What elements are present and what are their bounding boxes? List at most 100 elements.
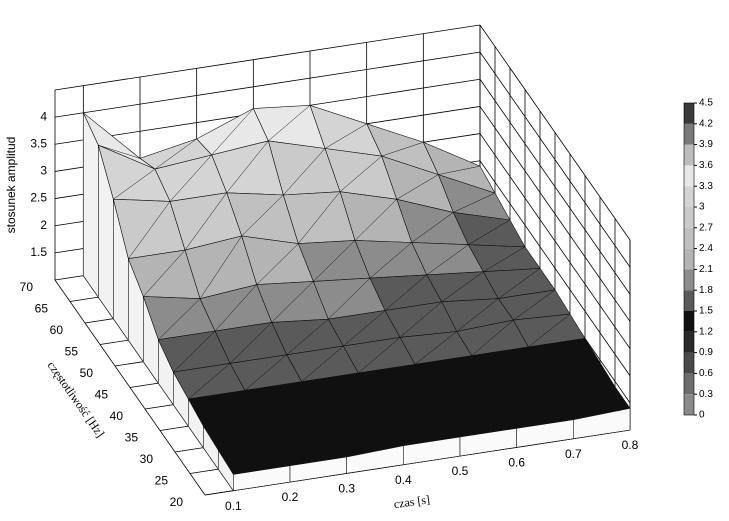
- surface-diagonal: [468, 219, 511, 245]
- colorbar-tick-label: 3: [699, 202, 705, 213]
- surface-diagonal: [396, 174, 439, 200]
- surface-diagonal: [169, 154, 212, 202]
- surface-diagonal: [444, 382, 487, 416]
- colorbar-band: [684, 394, 694, 415]
- y-tick-label: 40: [110, 409, 124, 423]
- box-edge: [479, 24, 631, 241]
- surface-diagonal: [298, 191, 341, 244]
- surface-diagonal: [486, 346, 529, 383]
- z-tick-label: 3: [40, 164, 47, 178]
- surface-diagonal: [528, 313, 571, 348]
- x-tick-label: 0.8: [622, 438, 639, 452]
- surface-diagonal: [241, 194, 284, 237]
- y-tick-label: 25: [155, 474, 169, 488]
- surface-diagonal: [256, 243, 299, 285]
- surface-diagonal: [128, 201, 171, 259]
- surface-diagonal: [373, 364, 416, 401]
- surface-diagonal: [403, 415, 446, 446]
- colorbar-tick-label: 2.7: [699, 222, 713, 233]
- colorbar-tick-label: 0.6: [699, 368, 713, 379]
- surface-wall: [572, 407, 631, 440]
- surface-diagonal: [316, 372, 359, 409]
- colorbar-band: [684, 331, 694, 353]
- y-tick-label: 60: [50, 323, 64, 337]
- surface-diagonal: [218, 417, 261, 451]
- surface-diagonal: [268, 105, 311, 142]
- surface-diagonal: [343, 310, 386, 347]
- surface-diagonal: [229, 322, 272, 364]
- surface-diagonal: [426, 244, 469, 276]
- surface-diagonal: [411, 212, 454, 243]
- surface-diagonal: [324, 123, 367, 149]
- surface-diagonal: [429, 355, 472, 389]
- colorbar-tick-label: 0.3: [699, 389, 713, 400]
- colorbar-tick-label: 0.9: [699, 347, 713, 358]
- surface-wall: [83, 112, 99, 299]
- colorbar-band: [684, 186, 694, 207]
- colorbar-tick-label: 3.6: [699, 160, 713, 171]
- z-tick-label: 4: [40, 109, 47, 123]
- surface-diagonal: [354, 199, 397, 241]
- x-tick-label: 0.2: [282, 490, 299, 504]
- colorbar-tick-label: 4.5: [699, 98, 713, 109]
- surface-diagonal: [414, 331, 457, 365]
- surface-diagonal: [381, 142, 424, 157]
- grid-line: [479, 51, 631, 268]
- surface-diagonal: [154, 138, 197, 170]
- colorbar-band: [684, 352, 694, 374]
- grid-line: [479, 160, 631, 376]
- y-tick-label: 50: [80, 366, 94, 380]
- surface-diagonal: [244, 354, 287, 391]
- surface-diagonal: [143, 249, 186, 297]
- surface-diagonal: [543, 338, 586, 372]
- surface-diagonal: [214, 284, 257, 332]
- surface-diagonal: [233, 444, 276, 475]
- x-tick-label: 0.6: [508, 456, 525, 470]
- z-tick-label: 3.5: [30, 136, 47, 150]
- surface-diagonal: [358, 337, 401, 374]
- box-edge: [54, 24, 481, 91]
- surface-diagonal: [274, 408, 317, 445]
- surface-diagonal: [573, 386, 616, 420]
- grid-line: [54, 51, 481, 118]
- x-tick-label: 0.4: [395, 473, 412, 487]
- surface-diagonal: [328, 277, 371, 320]
- surface-diagonal: [331, 399, 374, 436]
- surface-diagonal: [441, 271, 484, 303]
- surface-diagonal: [471, 319, 514, 356]
- y-tick-label: 30: [140, 452, 154, 466]
- surface-diagonal: [259, 381, 302, 418]
- colorbar-tick-label: 1.2: [699, 326, 713, 337]
- colorbar-tick-label: 3.3: [699, 181, 713, 192]
- surface-diagonal: [346, 423, 389, 458]
- surface-diagonal: [501, 371, 544, 405]
- surface-diagonal: [384, 274, 427, 311]
- surface-diagonal: [286, 318, 329, 355]
- box-edge: [54, 279, 206, 496]
- surface-diagonal: [173, 330, 216, 373]
- colorbar-tick-label: 2.1: [699, 264, 713, 275]
- surface-diagonal: [211, 108, 254, 156]
- colorbar-tick-label: 0: [699, 410, 705, 421]
- surface-diagonal: [271, 281, 314, 323]
- surface-diagonal: [226, 140, 269, 193]
- surface-diagonal: [459, 403, 502, 438]
- surface-diagonal: [339, 155, 382, 192]
- x-tick-label: 0.1: [225, 499, 242, 513]
- colorbar-band: [684, 311, 694, 332]
- colorbar-band: [684, 373, 694, 395]
- y-tick-label: 20: [170, 495, 184, 509]
- surface-diagonal: [369, 242, 412, 279]
- surface-diagonal: [158, 298, 201, 340]
- surface-diagonal: [498, 268, 541, 299]
- colorbar-frame: [683, 102, 695, 416]
- z-tick-label: 2.5: [30, 191, 47, 205]
- surface-diagonal: [438, 165, 481, 175]
- x-axis-label: czas [s]: [393, 492, 431, 511]
- z-axis-label: stosunek amplitud: [4, 137, 18, 234]
- colorbar-band: [684, 103, 694, 124]
- surface-diagonal: [184, 192, 227, 251]
- z-tick-label: 1.5: [30, 245, 47, 259]
- x-tick-label: 0.7: [565, 447, 582, 461]
